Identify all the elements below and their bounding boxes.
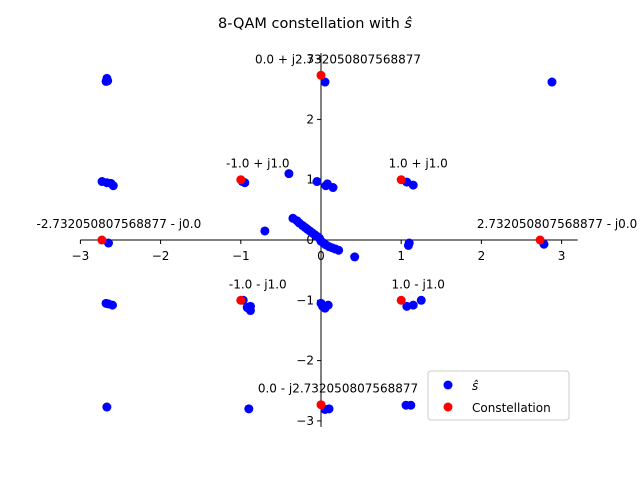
y-tick-label: 3 bbox=[306, 52, 314, 66]
shat-point bbox=[245, 301, 255, 311]
point-annotation: 1.0 - j1.0 bbox=[391, 277, 444, 291]
constellation-point bbox=[236, 175, 246, 185]
chart-title: 8-QAM constellation with ŝ bbox=[218, 16, 412, 32]
shat-point bbox=[406, 400, 416, 410]
shat-point bbox=[323, 300, 333, 310]
point-annotations: 0.0 + j2.732050807568877 -1.0 + j1.0 1.0 +… bbox=[37, 52, 638, 395]
shat-point bbox=[320, 77, 330, 87]
x-tick-label: 1 bbox=[397, 249, 405, 263]
constellation-point bbox=[97, 235, 107, 245]
legend-label-constellation: Constellation bbox=[472, 401, 551, 415]
legend-marker-constellation bbox=[443, 402, 453, 412]
x-tick-label: 0 bbox=[317, 249, 325, 263]
x-tick-label: 3 bbox=[558, 249, 566, 263]
legend-marker-shat bbox=[443, 380, 453, 390]
point-annotation: 0.0 + j2.732050807568877 bbox=[255, 52, 421, 66]
shat-point bbox=[102, 402, 112, 412]
shat-point bbox=[328, 183, 338, 193]
shat-point bbox=[324, 404, 334, 414]
shat-point bbox=[108, 181, 118, 191]
shat-point bbox=[408, 180, 418, 190]
x-tick-label: 2 bbox=[478, 249, 486, 263]
shat-point bbox=[403, 240, 413, 250]
constellation-point bbox=[396, 175, 406, 185]
tick-labels: −3 −2 −1 0 1 2 3 −3 −2 −1 0 1 2 3 bbox=[72, 52, 566, 428]
shat-point bbox=[101, 76, 111, 86]
constellation-point bbox=[396, 295, 406, 305]
shat-point bbox=[284, 169, 294, 179]
point-annotation: 1.0 + j1.0 bbox=[389, 157, 448, 171]
y-tick-label: −2 bbox=[296, 354, 314, 368]
point-annotation: -2.732050807568877 - j0.0 bbox=[37, 217, 202, 231]
constellation-point bbox=[236, 295, 246, 305]
point-annotation: 0.0 - j2.732050807568877 bbox=[258, 382, 418, 396]
y-tick-label: 1 bbox=[306, 173, 314, 187]
point-annotation: -1.0 + j1.0 bbox=[226, 157, 290, 171]
y-tick-label: −1 bbox=[296, 293, 314, 307]
x-tick-label: −2 bbox=[152, 249, 170, 263]
shat-point bbox=[244, 404, 254, 414]
shat-point bbox=[334, 245, 344, 255]
legend-label-shat: ŝ bbox=[472, 379, 478, 393]
y-tick-label: 2 bbox=[306, 112, 314, 126]
shat-point bbox=[321, 181, 331, 191]
legend: ŝ Constellation bbox=[427, 370, 570, 421]
y-tick-label: −3 bbox=[296, 414, 314, 428]
shat-point bbox=[350, 252, 360, 262]
data-points bbox=[97, 70, 557, 414]
x-tick-label: −3 bbox=[72, 249, 90, 263]
shat-point bbox=[107, 300, 117, 310]
shat-point bbox=[547, 77, 557, 87]
x-tick-label: −1 bbox=[232, 249, 250, 263]
legend-frame bbox=[427, 370, 570, 421]
shat-point bbox=[408, 300, 418, 310]
constellation-point bbox=[535, 235, 545, 245]
shat-point bbox=[260, 226, 270, 236]
y-tick-label: 0 bbox=[306, 233, 314, 247]
constellation-point bbox=[316, 400, 326, 410]
point-annotation: -1.0 - j1.0 bbox=[229, 277, 287, 291]
point-annotation: 2.732050807568877 - j0.0 bbox=[477, 217, 637, 231]
shat-point bbox=[416, 295, 426, 305]
shat-point bbox=[312, 177, 322, 187]
constellation-point bbox=[316, 70, 326, 80]
